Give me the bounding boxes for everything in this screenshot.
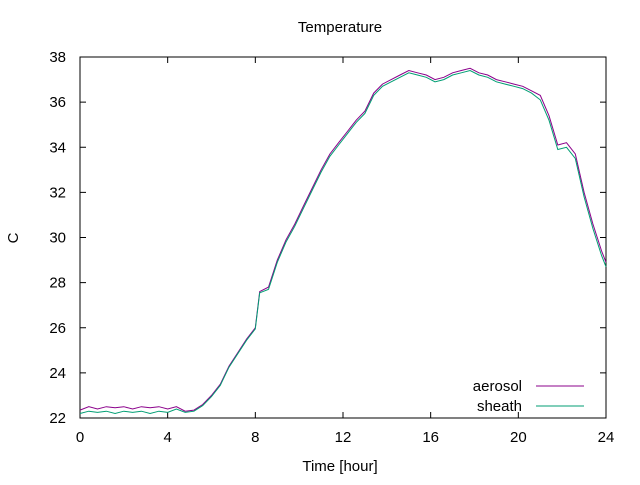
legend-label-sheath: sheath xyxy=(477,398,522,415)
chart-title: Temperature xyxy=(298,19,382,36)
x-axis: 0 4 8 12 16 20 24 xyxy=(76,57,615,446)
x-tick-label: 24 xyxy=(598,429,615,446)
x-tick-label: 4 xyxy=(163,429,171,446)
x-tick-label: 12 xyxy=(335,429,352,446)
y-tick-label: 36 xyxy=(49,94,66,111)
y-tick-label: 34 xyxy=(49,139,66,156)
y-tick-label: 22 xyxy=(49,410,66,427)
plot-frame xyxy=(79,56,607,419)
y-tick-label: 30 xyxy=(49,230,66,247)
series-line-aerosol xyxy=(79,67,607,412)
x-tick-label: 8 xyxy=(251,429,259,446)
y-axis-label: C xyxy=(5,232,22,243)
y-tick-label: 24 xyxy=(49,365,66,382)
y-tick-label: 32 xyxy=(49,184,66,201)
series-layer xyxy=(79,67,607,415)
x-axis-label: Time [hour] xyxy=(302,458,377,475)
x-tick-label: 16 xyxy=(422,429,439,446)
series-line-sheath xyxy=(79,69,607,415)
legend: aerosol sheath xyxy=(473,378,584,415)
y-tick-label: 26 xyxy=(49,320,66,337)
legend-label-aerosol: aerosol xyxy=(473,378,522,395)
y-tick-label: 38 xyxy=(49,49,66,66)
x-tick-label: 0 xyxy=(76,429,84,446)
x-tick-label: 20 xyxy=(510,429,527,446)
y-tick-label: 28 xyxy=(49,275,66,292)
y-axis: 22 24 26 28 30 32 34 36 38 xyxy=(49,49,606,427)
